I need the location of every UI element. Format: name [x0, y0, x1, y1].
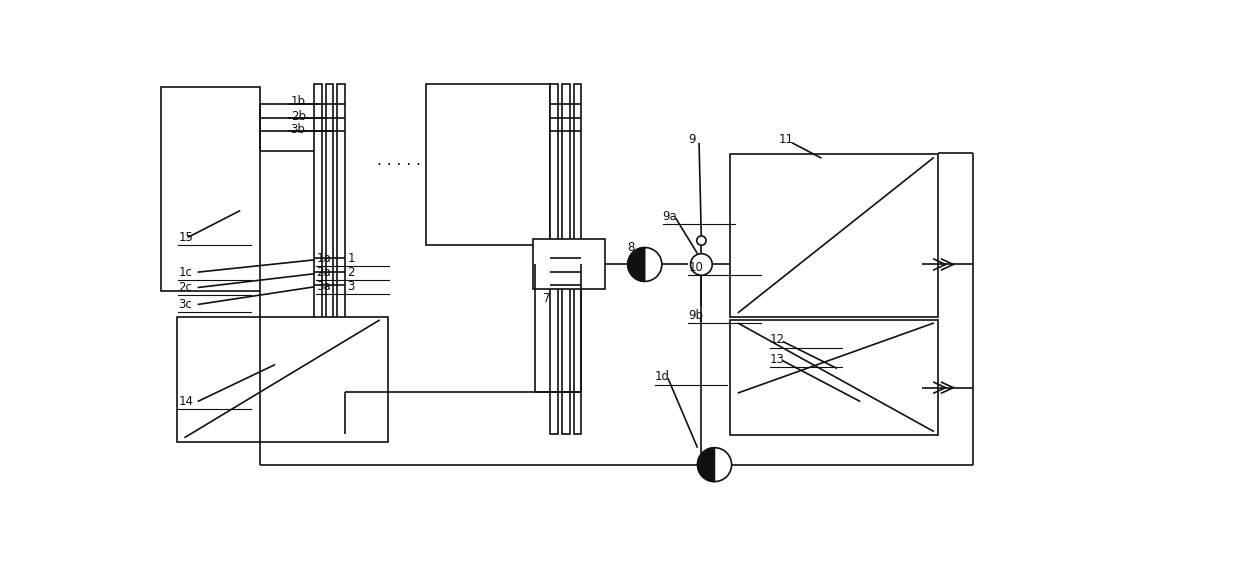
Text: 3c: 3c [179, 298, 192, 311]
Bar [314, 385, 345, 392]
Bar [730, 320, 937, 436]
Bar [427, 83, 551, 245]
Text: 1a: 1a [316, 252, 331, 265]
Bar [314, 398, 345, 406]
Text: 2b: 2b [290, 110, 305, 123]
Text: 1: 1 [347, 252, 355, 265]
Text: 2a: 2a [316, 266, 331, 278]
Text: 3: 3 [347, 280, 355, 293]
Text: 9a: 9a [662, 210, 677, 223]
Bar [314, 425, 345, 432]
Polygon shape [627, 247, 645, 281]
Text: 8: 8 [627, 241, 635, 254]
Bar [314, 83, 321, 434]
Text: 1d: 1d [655, 370, 670, 383]
Circle shape [691, 254, 712, 276]
Bar [314, 412, 345, 420]
Circle shape [697, 236, 706, 245]
Bar [176, 317, 387, 441]
Bar [573, 83, 582, 434]
Bar [562, 83, 569, 434]
Text: . . . . .: . . . . . [377, 153, 422, 168]
Bar [533, 239, 605, 289]
Text: 11: 11 [779, 133, 794, 146]
Text: 13: 13 [770, 352, 785, 366]
Text: 1b: 1b [290, 95, 305, 108]
Text: 1c: 1c [179, 266, 192, 278]
Bar [337, 83, 345, 434]
Bar [551, 83, 558, 434]
Text: 9b: 9b [688, 309, 703, 322]
Text: 3a: 3a [316, 280, 331, 293]
Circle shape [697, 448, 732, 482]
Text: 2: 2 [347, 266, 355, 278]
Bar [730, 154, 937, 317]
Bar [161, 87, 260, 292]
Text: 2c: 2c [179, 281, 192, 294]
Text: 12: 12 [770, 333, 785, 347]
Circle shape [627, 247, 662, 281]
Text: 10: 10 [688, 261, 703, 274]
Text: 3b: 3b [290, 123, 305, 136]
Text: 15: 15 [179, 231, 193, 244]
Text: 7: 7 [543, 292, 551, 305]
Polygon shape [698, 448, 714, 482]
Text: 14: 14 [179, 395, 193, 408]
Text: 9: 9 [688, 133, 696, 146]
Bar [325, 83, 334, 434]
